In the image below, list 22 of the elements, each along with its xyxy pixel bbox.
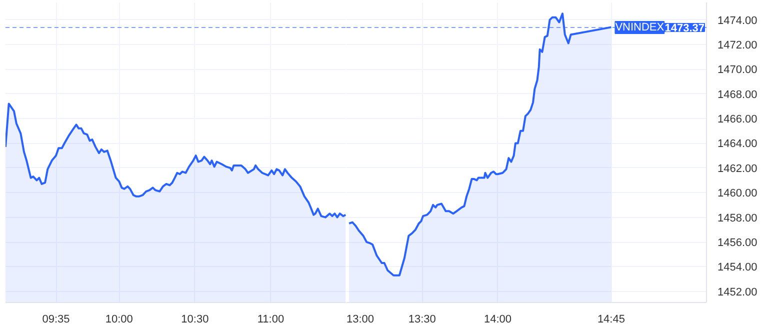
x-tick-label: 11:00 [257, 314, 284, 326]
y-tick-label: 1466.00 [718, 114, 758, 126]
x-tick-label: 13:00 [346, 314, 374, 326]
x-tick-label: 13:30 [408, 314, 436, 326]
x-tick-label: 14:45 [597, 314, 625, 326]
x-tick-label: 09:35 [42, 314, 70, 326]
x-tick-label: 10:00 [105, 314, 133, 326]
y-tick-label: 1468.00 [718, 88, 758, 101]
y-tick-label: 1454.00 [718, 262, 758, 274]
y-tick-label: 1456.00 [718, 237, 758, 250]
y-tick-label: 1458.00 [718, 212, 758, 224]
y-tick-label: 1474.00 [718, 14, 758, 27]
y-tick-label: 1464.00 [718, 138, 758, 150]
y-tick-label: 1472.00 [718, 39, 758, 52]
y-tick-label: 1470.00 [718, 64, 758, 76]
ref-line-label: 1473.37 [664, 22, 705, 35]
y-tick-label: 1460.00 [718, 188, 758, 200]
y-tick-label: 1452.00 [718, 286, 758, 298]
series-label: VNINDEX [615, 22, 665, 34]
y-tick-label: 1462.00 [718, 162, 758, 175]
x-tick-label: 10:30 [181, 314, 209, 326]
x-tick-label: 14:00 [484, 314, 512, 326]
